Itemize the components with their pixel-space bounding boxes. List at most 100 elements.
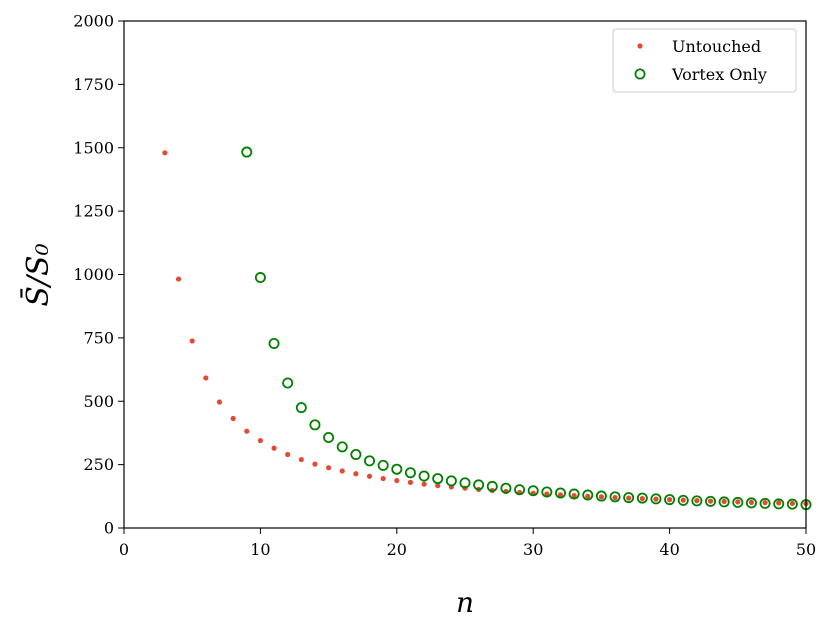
untouched-point [339,468,345,474]
vortex-only-point [377,459,389,471]
x-tick-label: 50 [796,540,816,559]
y-tick-label: 1000 [73,265,114,284]
vortex-only-point [664,494,676,506]
vortex-only-point [718,496,730,508]
untouched-point [257,437,263,444]
untouched-point [653,496,659,502]
untouched-point [598,494,605,500]
legend: Untouched Vortex Only [612,28,797,93]
vortex-only-point [514,484,526,496]
vortex-only-point [650,493,662,505]
x-tick-label: 20 [387,540,407,559]
untouched-point [394,477,400,484]
untouched-point [366,473,373,479]
vortex-only-point [295,402,307,414]
untouched-point [667,497,673,503]
untouched-point [776,500,782,506]
untouched-point [707,498,714,504]
untouched-point [721,498,727,504]
untouched-point [162,150,168,156]
vortex-only-point [323,432,335,444]
untouched-point [557,492,564,498]
untouched-point [244,428,250,434]
untouched-point [612,494,618,501]
vortex-only-point [527,485,539,497]
untouched-point [326,465,332,471]
y-axis-ticks: 0 250 500 750 1000 1250 1500 1750 2000 [73,12,124,538]
vortex-only-point [486,480,498,492]
untouched-point [585,493,591,499]
untouched-point [203,375,209,381]
x-tick-label: 0 [119,540,129,559]
untouched-point [312,461,318,467]
vortex-only-point [309,419,321,431]
vortex-only-point [554,487,566,499]
untouched-point [571,492,577,499]
vortex-only-point [254,272,266,284]
y-tick-label: 0 [104,519,114,538]
untouched-point [435,483,441,489]
untouched-point [544,491,550,497]
plot-frame [123,20,807,529]
series-layer [162,146,812,511]
y-tick-label: 1500 [73,138,114,157]
y-axis-label: S̄/S₀ [20,243,56,306]
vortex-only-point [759,497,771,509]
vortex-only-point [745,497,757,509]
vortex-only-point [336,441,348,453]
untouched-point [271,445,277,451]
legend-marker-vortex-only [634,68,646,80]
untouched-point [285,451,291,458]
untouched-point [789,500,795,507]
untouched-point [298,456,304,463]
vortex-only-point [623,492,635,504]
y-tick-label: 500 [83,392,114,411]
untouched-point [748,499,755,505]
untouched-point [762,500,768,506]
vortex-only-point [282,377,294,389]
untouched-point [216,399,223,405]
legend-marker-untouched [637,43,643,49]
vortex-only-point [786,498,798,510]
series-vortex-only [241,146,812,511]
vortex-only-point [445,475,457,487]
untouched-point [407,479,414,485]
vortex-only-point [732,496,744,508]
untouched-point [230,415,236,422]
untouched-point [626,495,632,501]
x-axis-label: n [456,586,474,619]
untouched-point [353,471,359,477]
x-axis-ticks: 0 10 20 30 40 50 [119,528,816,559]
x-tick-label: 10 [250,540,270,559]
vortex-only-point [705,495,717,507]
vortex-only-point [595,490,607,502]
vortex-only-point [391,463,403,475]
y-tick-label: 2000 [73,12,114,31]
vortex-only-point [582,489,594,501]
y-tick-label: 250 [83,455,114,474]
legend-label-untouched: Untouched [672,37,761,56]
vortex-only-point [418,470,430,482]
untouched-point [175,276,182,282]
vortex-only-point [432,473,444,485]
vortex-only-point [364,455,376,467]
vortex-only-point [541,486,553,498]
x-tick-label: 30 [523,540,543,559]
series-untouched [162,150,809,507]
vortex-only-point [691,495,703,507]
untouched-point [680,497,686,503]
untouched-point [639,495,645,502]
y-tick-label: 1750 [73,75,114,94]
x-tick-label: 40 [659,540,679,559]
untouched-point [380,475,386,482]
y-tick-label: 1250 [73,202,114,221]
legend-box [612,28,797,93]
untouched-point [694,498,700,504]
untouched-point [421,481,427,487]
vortex-only-point [609,491,621,503]
vortex-only-point [500,482,512,494]
vortex-only-point [404,467,416,479]
untouched-point [735,499,741,505]
vortex-only-point [459,477,471,489]
